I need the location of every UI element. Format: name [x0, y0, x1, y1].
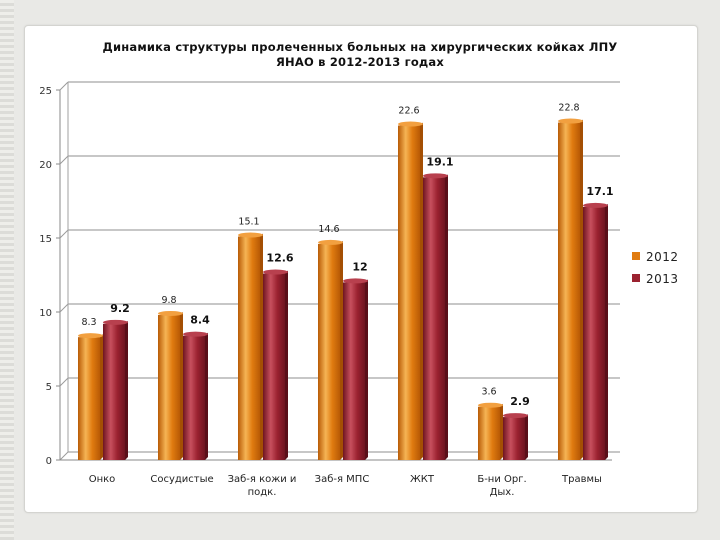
bar-top-2013-1: [183, 331, 208, 337]
bar-side-2012-2: [260, 233, 263, 460]
bar-2012-4: [398, 125, 420, 461]
data-label-2013-0: 9.2: [110, 302, 130, 315]
bar-side-2013-5: [525, 414, 528, 460]
legend-swatch-2012: [632, 252, 640, 260]
bar-2013-0: [103, 323, 125, 460]
y-tick-label-4: 20: [39, 160, 52, 171]
legend-label-2012: 2012: [646, 250, 679, 264]
category-label-5: Б-ни Орг. Дых.: [477, 474, 526, 498]
data-label-2013-5: 2.9: [510, 395, 530, 408]
data-label-2012-1: 9.8: [161, 295, 176, 306]
bar-2012-5: [478, 406, 500, 460]
bar-top-2012-0: [78, 333, 103, 339]
data-label-2012-4: 22.6: [398, 106, 419, 117]
category-label-1: Сосудистые: [150, 474, 213, 485]
bar-2013-2: [263, 273, 285, 460]
category-label-0: Онко: [89, 474, 116, 485]
bar-top-2013-5: [503, 413, 528, 419]
data-label-2012-2: 15.1: [238, 217, 259, 228]
chart-title: Динамика структуры пролеченных больных н…: [60, 40, 660, 70]
y-tick-label-5: 25: [39, 86, 52, 97]
bar-top-2013-3: [343, 278, 368, 284]
gridline-depth-3: [59, 229, 69, 239]
data-label-2013-2: 12.6: [266, 252, 293, 265]
bar-top-2012-1: [158, 310, 183, 316]
bar-top-2012-5: [478, 402, 503, 408]
gridline-depth-0: [59, 451, 69, 461]
y-tick-label-1: 5: [46, 382, 52, 393]
chart-title-line-2: ЯНАО в 2012-2013 годах: [275, 55, 444, 69]
y-tick-label-2: 10: [39, 308, 52, 319]
bar-side-2013-2: [285, 270, 288, 460]
data-label-2012-6: 22.8: [558, 103, 579, 114]
gridline-depth-5: [59, 81, 69, 91]
bar-2012-6: [558, 122, 580, 460]
y-tick-label-0: 0: [46, 456, 52, 467]
bar-2013-5: [503, 417, 525, 460]
data-label-2013-4: 19.1: [426, 155, 453, 168]
y-tick-label-3: 15: [39, 234, 52, 245]
bar-top-2012-4: [398, 121, 423, 127]
gridline-depth-1: [59, 377, 69, 387]
data-label-2012-0: 8.3: [81, 317, 96, 328]
decorative-stripe: [0, 0, 14, 540]
bar-side-2013-1: [205, 332, 208, 460]
gridline-depth-2: [59, 303, 69, 313]
bar-top-2012-3: [318, 239, 343, 245]
data-label-2012-5: 3.6: [481, 387, 496, 398]
bar-2012-0: [78, 337, 100, 460]
legend-swatch-2013: [632, 274, 640, 282]
bar-side-2013-6: [605, 203, 608, 461]
bar-2012-3: [318, 243, 340, 460]
bar-top-2012-6: [558, 118, 583, 124]
bar-top-2013-2: [263, 269, 288, 275]
bar-side-2013-0: [125, 320, 128, 460]
bar-2013-4: [423, 177, 445, 460]
bar-2013-1: [183, 335, 205, 460]
bar-2013-3: [343, 282, 365, 460]
category-label-2: Заб-я кожи и подк.: [228, 474, 297, 498]
bar-side-2012-3: [340, 240, 343, 460]
bar-top-2013-0: [103, 319, 128, 325]
bar-top-2013-6: [583, 202, 608, 208]
bar-side-2012-5: [500, 403, 503, 460]
bar-side-2012-4: [420, 122, 423, 461]
chart-title-line-1: Динамика структуры пролеченных больных н…: [102, 40, 618, 54]
data-label-2012-3: 14.6: [318, 224, 339, 235]
bar-side-2012-1: [180, 311, 183, 460]
bar-side-2013-4: [445, 174, 448, 460]
data-label-2013-3: 12: [352, 260, 367, 273]
bar-top-2013-4: [423, 173, 448, 179]
bar-side-2013-3: [365, 279, 368, 460]
bar-side-2012-0: [100, 334, 103, 460]
data-label-2013-6: 17.1: [586, 185, 613, 198]
bar-2013-6: [583, 206, 605, 460]
category-label-3: Заб-я МПС: [315, 474, 370, 485]
category-label-4: ЖКТ: [410, 474, 435, 485]
legend-label-2013: 2013: [646, 272, 679, 286]
bar-side-2012-6: [580, 119, 583, 460]
bar-2012-2: [238, 236, 260, 460]
data-label-2013-1: 8.4: [190, 314, 210, 327]
gridline-depth-4: [59, 155, 69, 165]
bar-2012-1: [158, 314, 180, 460]
category-label-6: Травмы: [561, 474, 602, 485]
bar-top-2012-2: [238, 232, 263, 238]
